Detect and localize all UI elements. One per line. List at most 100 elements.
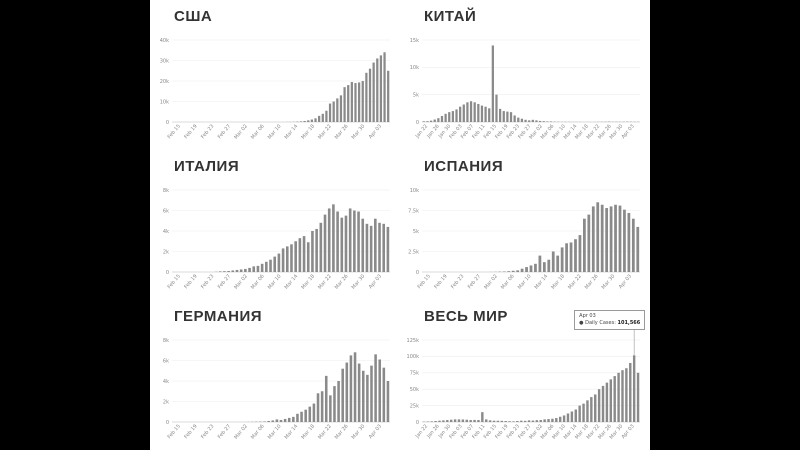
bar (387, 70, 390, 122)
bar (440, 115, 444, 122)
bar (538, 255, 542, 272)
bar (531, 119, 534, 122)
bar (473, 102, 476, 122)
bar (320, 391, 324, 422)
bar (574, 409, 577, 422)
bar (570, 411, 574, 422)
bar (632, 355, 636, 422)
bar (339, 95, 343, 122)
bar (386, 381, 390, 422)
x-tick-label: Apr 03 (621, 123, 636, 140)
bar (562, 415, 566, 422)
bar (578, 405, 581, 422)
bar (350, 82, 353, 122)
bar (605, 382, 609, 422)
x-tick-label: Apr 03 (368, 273, 383, 290)
bar (296, 413, 299, 422)
x-tick-label: Feb 15 (417, 273, 432, 290)
y-tick-label: 6k (163, 208, 169, 214)
bar (597, 389, 601, 422)
bar (319, 222, 323, 272)
bar (535, 120, 538, 122)
bar (594, 394, 597, 422)
x-tick-label: Mar 02 (233, 123, 249, 140)
bar (582, 403, 585, 422)
bar (365, 72, 368, 122)
x-tick-label: Feb 19 (183, 123, 198, 140)
bar (574, 239, 577, 272)
bar (376, 58, 379, 122)
bar (357, 363, 361, 422)
x-tick-label: Apr 03 (618, 273, 633, 290)
bar (316, 393, 320, 422)
bar (506, 111, 509, 122)
y-tick-label: 30k (160, 58, 169, 64)
bar (252, 266, 256, 272)
bar (329, 395, 332, 422)
x-tick-label: Mar 18 (300, 273, 316, 290)
y-tick-label: 0 (166, 270, 169, 276)
bar (332, 204, 335, 272)
y-tick-label: 7.5k (408, 208, 419, 214)
bar (534, 263, 537, 272)
x-tick-label: Feb 27 (217, 123, 232, 140)
bar (488, 108, 491, 122)
bar (627, 212, 631, 272)
chart-panel-usa: США 0 10k 20k 30k 40k Feb 15 Feb 19 Feb 23 Feb 2… (150, 0, 400, 150)
bar (529, 265, 533, 272)
bar (485, 419, 488, 422)
x-tick-label: Mar 10 (517, 273, 533, 290)
bar (239, 269, 243, 272)
y-tick-label: 40k (160, 38, 169, 44)
bar (558, 416, 562, 422)
bar (368, 68, 372, 122)
y-tick-label: 10k (160, 99, 169, 105)
bar (517, 117, 520, 122)
bar (457, 419, 461, 422)
bar (455, 109, 458, 122)
bar (292, 416, 295, 422)
bar (318, 115, 321, 122)
bar (520, 118, 524, 122)
bar (336, 98, 339, 122)
x-tick-label: Feb 19 (433, 273, 448, 290)
bar (609, 206, 613, 272)
x-tick-label: Mar 26 (334, 423, 350, 440)
y-tick-label: 125k (407, 338, 420, 344)
bar (244, 268, 247, 272)
x-tick-label: Mar 14 (284, 423, 300, 440)
bar (269, 259, 272, 272)
x-tick-label: Mar 10 (267, 273, 283, 290)
bar (605, 208, 609, 272)
x-tick-label: Mar 30 (351, 423, 367, 440)
bar (556, 255, 560, 272)
bar (325, 110, 328, 122)
chart-panel-germany: ГЕРМАНИЯ 0 2k 4k 6k 8k Feb 15 Feb 19 Feb 23 Feb … (150, 300, 400, 450)
bar (459, 106, 462, 122)
bar (466, 102, 469, 122)
x-tick-label: Feb 19 (183, 273, 198, 290)
bar (614, 204, 617, 272)
bar (565, 243, 568, 272)
bar (569, 242, 573, 272)
y-tick-label: 15k (410, 38, 419, 44)
tooltip-value: 101,566 (617, 320, 641, 326)
bar (365, 223, 369, 272)
x-tick-label: Jan 22 (414, 123, 429, 140)
bar (279, 419, 283, 422)
y-tick-label: 100k (407, 354, 420, 360)
bar (349, 355, 353, 422)
y-tick-label: 25k (410, 403, 419, 409)
x-tick-label: Mar 18 (300, 423, 316, 440)
bar (383, 52, 386, 122)
bar (629, 362, 632, 422)
x-tick-label: Jan 22 (414, 423, 429, 440)
x-tick-label: Mar 22 (317, 423, 333, 440)
x-tick-label: Mar 14 (284, 273, 300, 290)
bar (601, 385, 605, 422)
bar (437, 118, 440, 122)
bar (312, 403, 316, 422)
chart-panel-italy: ИТАЛИЯ 0 2k 4k 6k 8k Feb 15 Feb 19 Feb 23 Feb 27… (150, 150, 400, 300)
